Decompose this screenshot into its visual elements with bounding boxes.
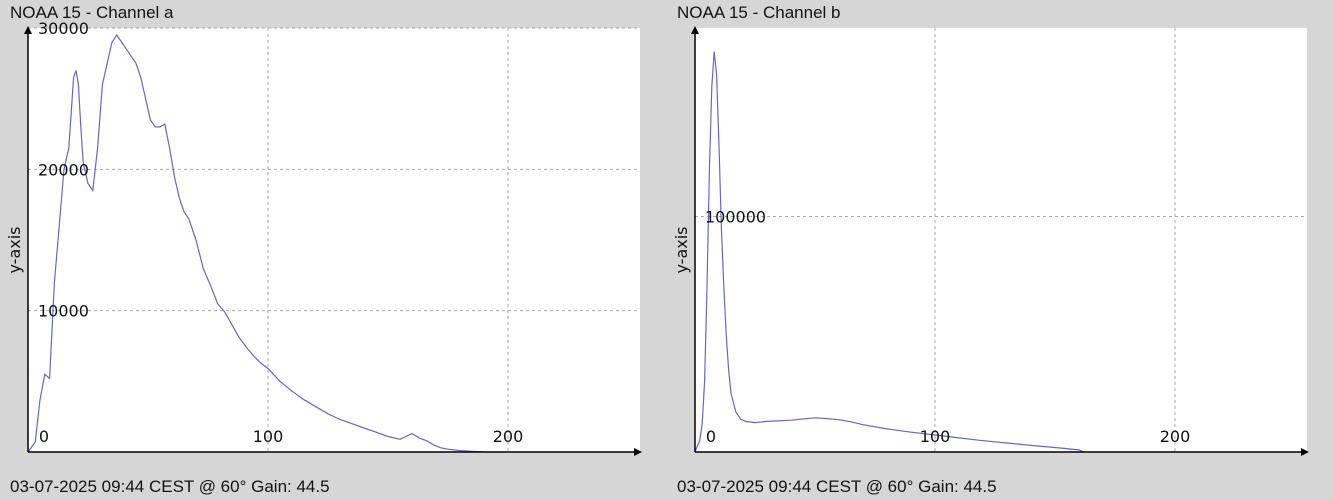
x-tick-label: 200 (493, 427, 524, 446)
chart-panel-channel-b: NOAA 15 - Channel b 0 100 200 100000 y-axis … (667, 0, 1334, 500)
x-axis-arrow (634, 448, 642, 456)
y-tick-label: 10000 (38, 302, 89, 321)
plot-area: 0 100 200 100000 y-axis (672, 26, 1309, 456)
y-tick-label: 30000 (38, 19, 89, 38)
y-tick-label: 100000 (705, 207, 766, 226)
plot-background (695, 28, 1307, 452)
y-axis-arrow (691, 26, 699, 34)
plot-area: 0 100 200 10000 20000 30000 y-axis (5, 19, 642, 456)
x-tick-label: 0 (706, 427, 716, 446)
y-axis-label: y-axis (5, 226, 24, 273)
capture-info: 03-07-2025 09:44 CEST @ 60° Gain: 44.5 (10, 477, 330, 496)
plot-background (28, 28, 640, 452)
y-axis-label: y-axis (672, 226, 691, 273)
data-series-line (694, 51, 1085, 453)
data-series-line (27, 34, 485, 453)
chart-panel-channel-a: NOAA 15 - Channel a 0 100 200 10000 20000 300… (5, 3, 642, 496)
chart-title: NOAA 15 - Channel a (10, 3, 174, 22)
chart-title: NOAA 15 - Channel b (677, 3, 841, 22)
x-tick-label: 100 (253, 427, 284, 446)
x-axis-arrow (1301, 448, 1309, 456)
capture-info: 03-07-2025 09:44 CEST @ 60° Gain: 44.5 (677, 477, 997, 496)
y-axis-arrow (24, 26, 32, 34)
x-tick-label: 200 (1160, 427, 1191, 446)
y-tick-label: 20000 (38, 160, 89, 179)
x-tick-label: 0 (39, 427, 49, 446)
x-tick-label: 100 (920, 427, 951, 446)
